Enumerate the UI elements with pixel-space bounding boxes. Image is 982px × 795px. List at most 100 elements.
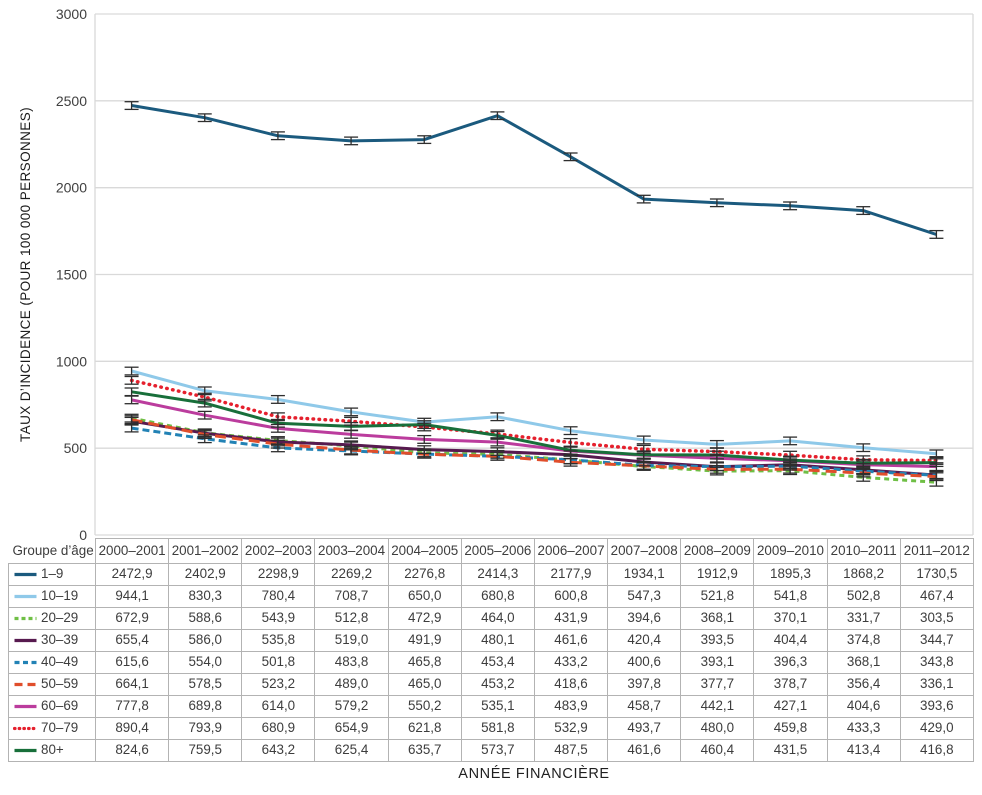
error-bar	[563, 457, 578, 467]
value-cell: 1868,2	[826, 563, 901, 586]
legend-item: 30–39	[8, 629, 96, 652]
series-line-70–79	[129, 378, 939, 463]
value-cell: 377,7	[680, 673, 755, 696]
value-cell: 394,6	[607, 607, 682, 630]
value-cell: 2276,8	[387, 563, 462, 586]
error-bar	[563, 152, 578, 162]
legend-label: 30–39	[41, 632, 79, 648]
error-bar	[197, 398, 212, 408]
value-cell: 374,8	[826, 629, 901, 652]
y-tick-label: 2000	[56, 180, 87, 196]
value-cell: 303,5	[899, 607, 974, 630]
value-cell: 461,6	[533, 629, 609, 652]
series-line-10–19	[131, 369, 937, 456]
y-tick-label: 2500	[56, 93, 87, 109]
error-bar	[856, 468, 871, 478]
value-cell: 404,6	[826, 695, 901, 718]
error-bar	[344, 421, 359, 431]
value-cell: 459,8	[753, 717, 828, 740]
value-cell: 581,8	[460, 717, 535, 740]
error-bar	[709, 450, 724, 460]
value-cell: 759,5	[168, 739, 243, 762]
y-tick-label: 0	[79, 527, 87, 543]
error-bar	[417, 420, 432, 430]
value-cell: 501,8	[241, 651, 316, 674]
legend-label: 20–29	[41, 610, 79, 626]
legend-label: 10–19	[41, 588, 79, 604]
year-header: 2002–2003	[241, 538, 316, 564]
error-bar	[124, 101, 139, 111]
error-bar	[197, 410, 212, 420]
series-line-1–9	[131, 104, 937, 236]
value-cell: 472,9	[387, 607, 462, 630]
value-cell: 483,8	[314, 651, 389, 674]
legend-swatch-icon	[14, 748, 37, 753]
legend-swatch-icon	[14, 594, 37, 599]
error-bar	[417, 135, 432, 145]
value-cell: 416,8	[899, 739, 974, 762]
value-cell: 397,8	[607, 673, 682, 696]
value-cell: 2177,9	[533, 563, 609, 586]
value-cell: 493,7	[607, 717, 682, 740]
value-cell: 621,8	[387, 717, 462, 740]
error-bar	[270, 439, 285, 449]
legend-item: 80+	[8, 739, 96, 762]
value-cell: 370,1	[753, 607, 828, 630]
value-cell: 343,8	[899, 651, 974, 674]
error-bar	[563, 445, 578, 455]
value-cell: 689,8	[168, 695, 243, 718]
value-cell: 777,8	[94, 695, 170, 718]
value-cell: 521,8	[680, 585, 755, 608]
legend-label: 1–9	[41, 566, 64, 582]
value-cell: 586,0	[168, 629, 243, 652]
value-cell: 502,8	[826, 585, 901, 608]
year-header: 2009–2010	[753, 538, 828, 564]
value-cell: 431,9	[533, 607, 609, 630]
legend-item: 10–19	[8, 585, 96, 608]
value-cell: 344,7	[899, 629, 974, 652]
error-bar	[197, 430, 212, 440]
value-cell: 824,6	[94, 739, 170, 762]
legend-label: 80+	[41, 742, 64, 758]
error-bar	[417, 434, 432, 444]
error-bar	[417, 449, 432, 459]
value-cell: 615,6	[94, 651, 170, 674]
value-cell: 1730,5	[899, 563, 974, 586]
value-cell: 614,0	[241, 695, 316, 718]
value-cell: 467,4	[899, 585, 974, 608]
legend-label: 60–69	[41, 698, 79, 714]
legend-swatch-icon	[14, 660, 37, 665]
value-cell: 523,2	[241, 673, 316, 696]
year-header: 2010–2011	[826, 538, 901, 564]
error-bar	[344, 445, 359, 455]
legend-swatch-icon	[14, 682, 37, 687]
value-cell: 378,7	[753, 673, 828, 696]
value-cell: 1895,3	[753, 563, 828, 586]
series-line-20–29	[131, 416, 937, 484]
error-bar	[124, 423, 139, 433]
value-cell: 487,5	[533, 739, 609, 762]
y-tick-label: 500	[64, 440, 88, 456]
value-cell: 480,1	[460, 629, 535, 652]
value-cell: 393,6	[899, 695, 974, 718]
value-cell: 578,5	[168, 673, 243, 696]
value-cell: 650,0	[387, 585, 462, 608]
value-cell: 890,4	[94, 717, 170, 740]
error-bar	[124, 375, 139, 385]
table-row: 10–19 944,1 830,3 780,4 708,7 650,0 680,8 600,8…	[8, 585, 974, 608]
error-bar	[783, 201, 798, 211]
legend-swatch-icon	[14, 638, 37, 643]
value-cell: 547,3	[607, 585, 682, 608]
value-cell: 664,1	[94, 673, 170, 696]
legend-item: 40–49	[8, 651, 96, 674]
error-bar	[270, 131, 285, 141]
table-row: 20–29 672,9 588,6 543,9 512,8 472,9 464,0 431,9…	[8, 607, 974, 630]
value-cell: 418,6	[533, 673, 609, 696]
error-bar	[709, 464, 724, 474]
value-cell: 431,5	[753, 739, 828, 762]
value-cell: 625,4	[314, 739, 389, 762]
table-corner-header: Groupe d’âge	[8, 538, 96, 564]
year-header: 2001–2002	[168, 538, 243, 564]
value-cell: 368,1	[680, 607, 755, 630]
